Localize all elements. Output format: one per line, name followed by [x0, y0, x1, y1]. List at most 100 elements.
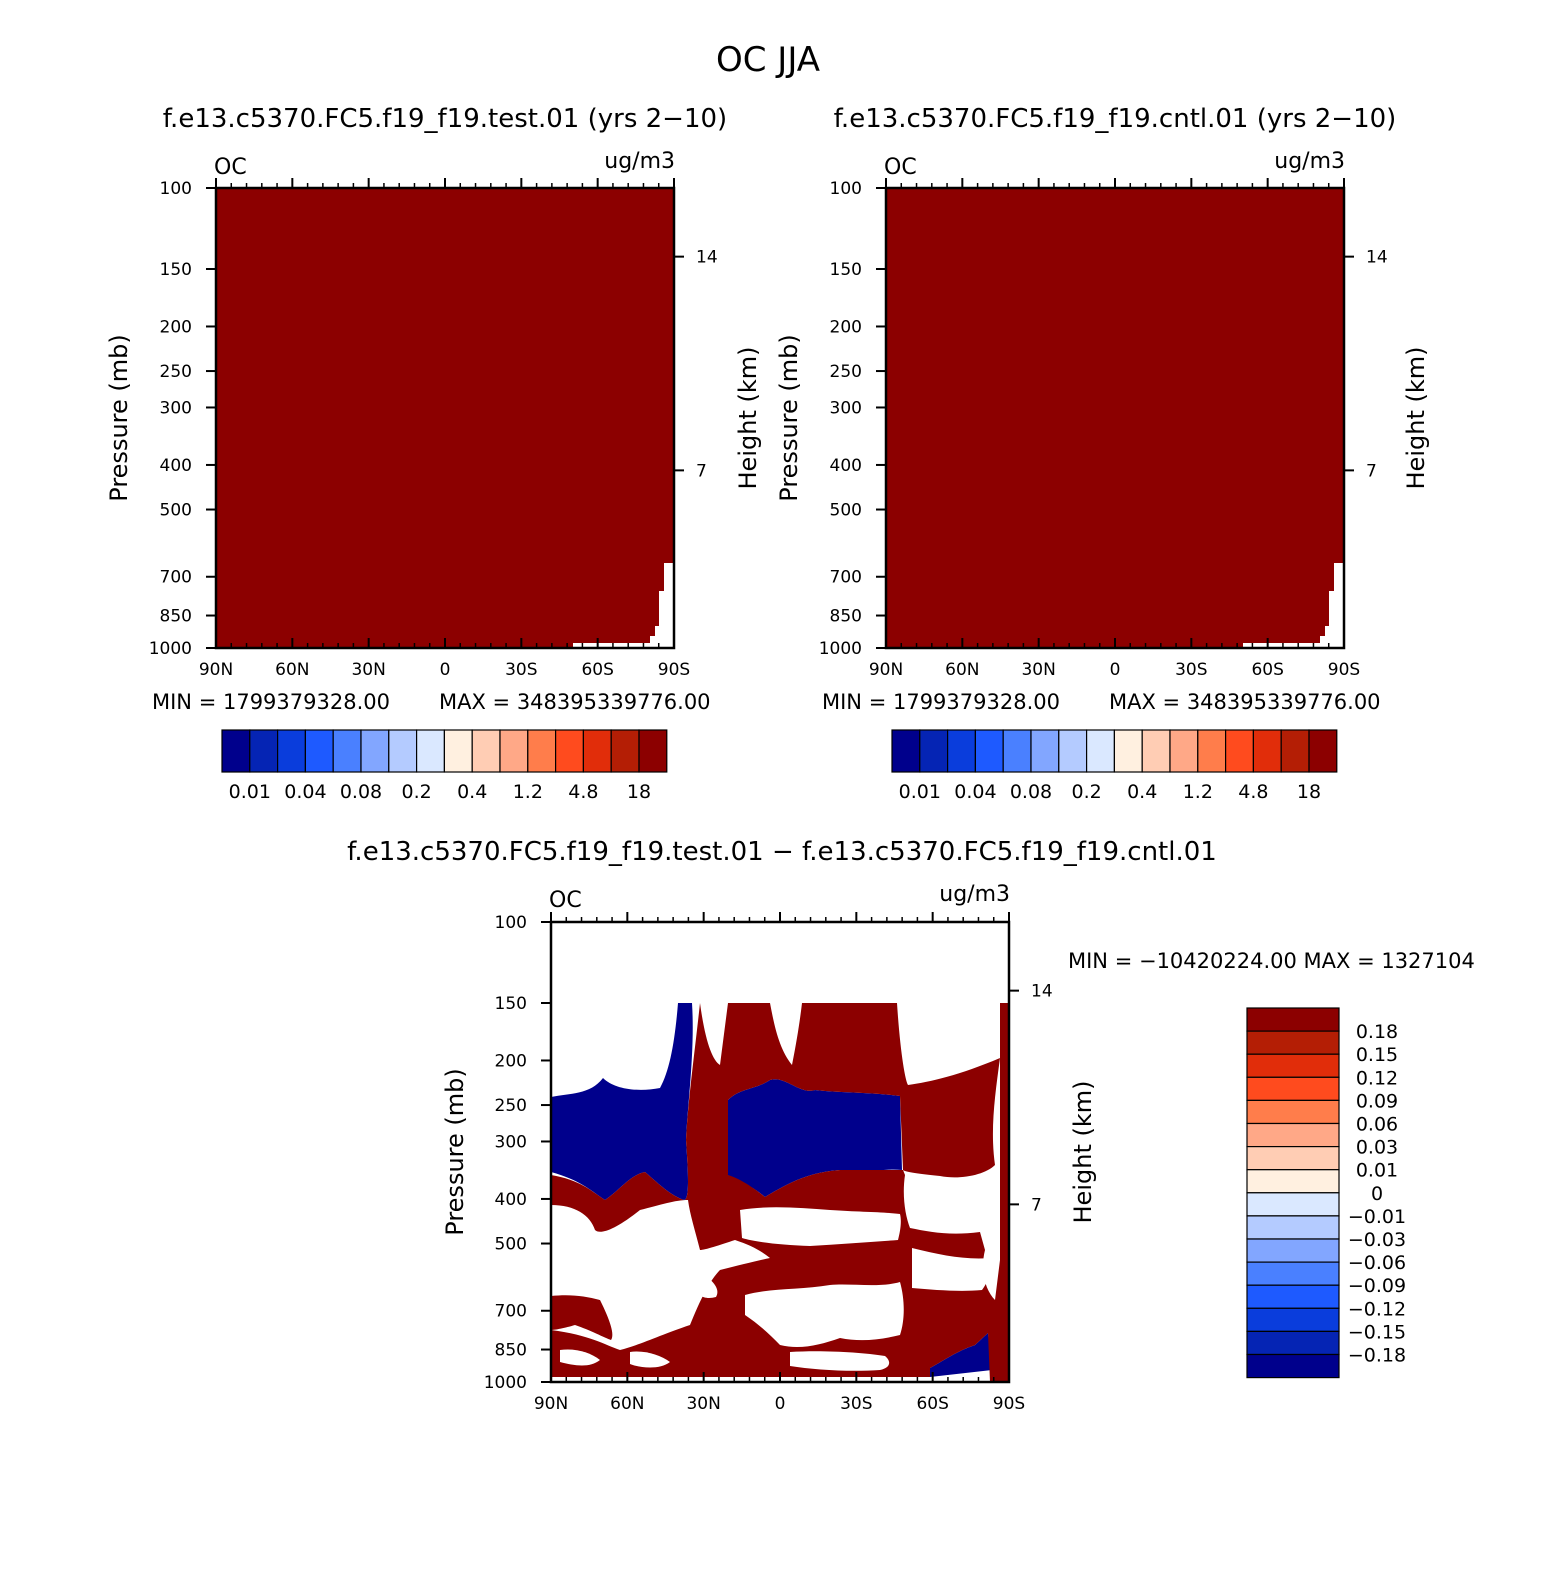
- colorbar-swatch: [1246, 1053, 1340, 1078]
- colorbar-swatch: [1169, 729, 1199, 773]
- colorbar-label: 0: [1371, 1183, 1383, 1205]
- colorbar-swatch: [1252, 729, 1282, 773]
- y-tick-label: 500: [830, 501, 862, 521]
- y-tick-label: 200: [160, 317, 192, 337]
- colorbar-label: 4.8: [1238, 781, 1268, 803]
- colorbar-swatch: [1246, 1030, 1340, 1055]
- colorbar-swatch: [499, 729, 529, 773]
- y-tick-label: 400: [160, 456, 192, 476]
- y-tick-label: 150: [830, 260, 862, 280]
- y-tick-label: 700: [160, 568, 192, 588]
- y-axis-right-title: Height (km): [734, 347, 762, 490]
- y-tick-label: 150: [160, 260, 192, 280]
- colorbar-swatch: [582, 729, 612, 773]
- colorbar-swatch: [471, 729, 501, 773]
- zero-gap: [740, 1207, 901, 1246]
- colorbar-label: −0.01: [1348, 1206, 1406, 1228]
- x-tick-label: 60S: [581, 660, 613, 680]
- colorbar-swatch: [974, 729, 1004, 773]
- colorbar-swatch: [946, 729, 976, 773]
- x-tick-label: 90N: [869, 660, 903, 680]
- panel-cntl: 90N 60N 30N 0 30S 60S 90S 100 150 200 250 300 400 500…: [775, 149, 1430, 803]
- y-tick-label: 700: [495, 1302, 527, 1322]
- colorbar-label: 0.12: [1356, 1067, 1398, 1089]
- colorbar-swatch: [891, 729, 921, 773]
- colorbar-swatch: [1308, 729, 1338, 773]
- colorbar-swatch: [249, 729, 279, 773]
- colorbar-swatch: [1030, 729, 1060, 773]
- colorbar-swatch: [1246, 1145, 1340, 1171]
- colorbar-swatch: [416, 729, 446, 773]
- field-fill: [886, 188, 1344, 648]
- panel-title-test: f.e13.c5370.FC5.f19_f19.test.01 (yrs 2−1…: [163, 104, 727, 134]
- colorbar-label: 0.01: [1356, 1160, 1398, 1182]
- y-tick-label: 200: [830, 317, 862, 337]
- y-tick-label: 400: [495, 1190, 527, 1210]
- y-right-tick-label: 7: [1031, 1195, 1042, 1215]
- units-label: ug/m3: [939, 882, 1010, 907]
- min-stat: MIN = 1799379328.00: [152, 690, 390, 714]
- y-axis-right-title: Height (km): [1402, 347, 1430, 490]
- x-tick-label: 30S: [505, 660, 537, 680]
- field-fill: [216, 188, 674, 648]
- colorbar-swatch: [1246, 1192, 1340, 1217]
- colorbar-swatch: [1246, 1076, 1340, 1102]
- zero-gap: [745, 1282, 904, 1348]
- colorbar-label: 0.18: [1356, 1021, 1398, 1043]
- x-tick-label: 30S: [840, 1394, 872, 1414]
- y-tick-label: 300: [160, 398, 192, 418]
- colorbar-swatch: [304, 729, 334, 773]
- y-tick-label: 1000: [819, 639, 862, 659]
- x-tick-label: 90S: [658, 660, 690, 680]
- negative-region: [551, 1003, 693, 1200]
- y-axis-title: Pressure (mb): [775, 334, 803, 501]
- y-tick-label: 850: [495, 1341, 527, 1361]
- colorbar-label: 0.04: [954, 781, 996, 803]
- plot-axes: 90N 60N 30N 0 30S 60S 90S 100 150 200 250 300 400 500…: [484, 912, 1053, 1414]
- colorbar-swatch: [1246, 1284, 1340, 1309]
- zero-gap: [560, 1349, 600, 1366]
- y-tick-label: 100: [830, 179, 862, 199]
- x-tick-label: 0: [440, 660, 451, 680]
- min-stat: MIN = 1799379328.00: [822, 690, 1060, 714]
- colorbar-swatch: [1113, 729, 1143, 773]
- x-tick-label: 30S: [1175, 660, 1207, 680]
- units-label: ug/m3: [1274, 149, 1345, 174]
- colorbar-swatch: [1246, 1215, 1340, 1240]
- x-tick-label: 60S: [1251, 660, 1283, 680]
- x-tick-label: 60N: [610, 1394, 644, 1414]
- zero-gap: [630, 1351, 670, 1368]
- units-label: ug/m3: [604, 149, 675, 174]
- colorbar-swatch: [1141, 729, 1171, 773]
- colorbar-swatch: [360, 729, 390, 773]
- colorbar-swatch: [1246, 1330, 1340, 1356]
- colorbar-label: 18: [1297, 781, 1321, 803]
- colorbar-swatch: [332, 729, 362, 773]
- zero-gap: [790, 1351, 890, 1371]
- x-tick-label: 0: [1110, 660, 1121, 680]
- y-right-tick-label: 7: [1366, 461, 1377, 481]
- colorbar: 0.01 0.04 0.08 0.2 0.4 1.2 4.8 18: [221, 729, 668, 803]
- colorbar-label: −0.12: [1348, 1298, 1406, 1320]
- x-tick-label: 0: [775, 1394, 786, 1414]
- colorbar-swatch: [1246, 1122, 1340, 1148]
- max-stat: MAX = 348395339776.00: [1109, 690, 1381, 714]
- colorbar-label: 0.2: [401, 781, 431, 803]
- y-tick-label: 500: [160, 501, 192, 521]
- panel-title-cntl: f.e13.c5370.FC5.f19_f19.cntl.01 (yrs 2−1…: [834, 104, 1397, 134]
- y-tick-label: 300: [495, 1132, 527, 1152]
- colorbar-label: 1.2: [513, 781, 543, 803]
- colorbar-swatch: [1002, 729, 1032, 773]
- x-tick-label: 60N: [275, 660, 309, 680]
- x-tick-label: 30N: [351, 660, 385, 680]
- positive-region: [1001, 1003, 1009, 1293]
- colorbar-label: 4.8: [568, 781, 598, 803]
- variable-label: OC: [549, 888, 582, 913]
- x-tick-label: 60S: [916, 1394, 948, 1414]
- colorbar-label: 0.03: [1356, 1137, 1398, 1159]
- colorbar-label: −0.15: [1348, 1321, 1406, 1343]
- colorbar-swatch: [388, 729, 418, 773]
- colorbar-swatch: [1246, 1238, 1340, 1263]
- colorbar-swatch: [277, 729, 307, 773]
- colorbar: 0.01 0.04 0.08 0.2 0.4 1.2 4.8 18: [891, 729, 1338, 803]
